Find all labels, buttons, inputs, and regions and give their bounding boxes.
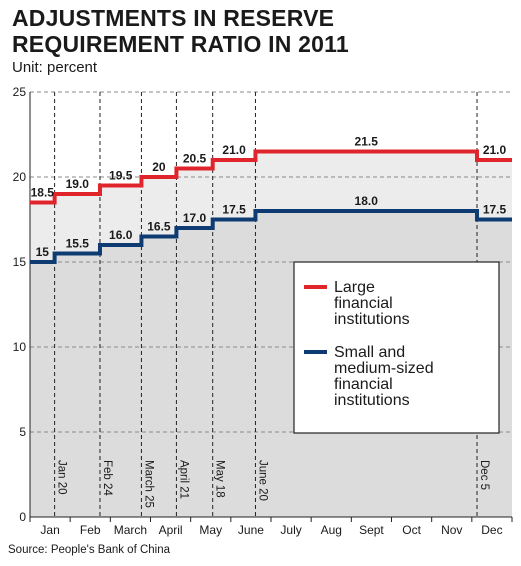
large-data-label: 19.0 bbox=[66, 177, 90, 191]
adjustment-date-label: Jan 20 bbox=[56, 460, 68, 495]
x-tick-label: Oct bbox=[402, 523, 421, 537]
y-tick-label: 25 bbox=[13, 85, 27, 99]
small-data-label: 15.5 bbox=[66, 237, 90, 251]
legend-label-small: medium-sized bbox=[334, 360, 434, 377]
x-tick-label: Sept bbox=[359, 523, 384, 537]
adjustment-date-label: March 25 bbox=[142, 460, 154, 508]
x-tick-label: June bbox=[238, 523, 264, 537]
legend-label-large: financial bbox=[334, 295, 393, 312]
area-between-series bbox=[30, 151, 512, 262]
y-tick-label: 15 bbox=[13, 255, 27, 269]
y-tick-label: 10 bbox=[13, 340, 27, 354]
x-tick-label: April bbox=[159, 523, 183, 537]
large-series-line bbox=[30, 149, 512, 205]
legend-label-large: institutions bbox=[334, 311, 410, 328]
chart-title-line-1: ADJUSTMENTS IN RESERVE bbox=[12, 5, 335, 31]
y-tick-label: 0 bbox=[19, 510, 26, 524]
legend-label-small: financial bbox=[334, 376, 393, 393]
small-data-label: 18.0 bbox=[355, 194, 379, 208]
x-tick-label: March bbox=[114, 523, 147, 537]
x-tick-label: Jan bbox=[40, 523, 59, 537]
x-tick-label: May bbox=[199, 523, 222, 537]
large-data-label: 21.0 bbox=[222, 143, 246, 157]
small-data-label: 17.5 bbox=[222, 203, 246, 217]
legend-box bbox=[293, 261, 500, 434]
x-tick-label: July bbox=[280, 523, 301, 537]
small-data-label: 15 bbox=[36, 245, 50, 259]
source-note: Source: People's Bank of China bbox=[8, 544, 171, 556]
small-data-label: 16.0 bbox=[109, 228, 133, 242]
legend-label-small: Small and bbox=[334, 344, 405, 361]
large-data-label: 18.5 bbox=[31, 186, 55, 200]
adjustment-date-label: June 20 bbox=[256, 460, 268, 501]
large-data-label: 21.0 bbox=[483, 143, 507, 157]
small-series-line bbox=[30, 209, 512, 264]
legend-label-small: institutions bbox=[334, 392, 410, 409]
x-tick-label: Aug bbox=[321, 523, 342, 537]
large-data-label: 21.5 bbox=[355, 135, 379, 149]
chart-subtitle: Unit: percent bbox=[12, 59, 98, 76]
large-data-label: 19.5 bbox=[109, 169, 133, 183]
large-data-label: 20.5 bbox=[183, 152, 207, 166]
legend-label-large: Large bbox=[334, 279, 375, 296]
adjustment-date-label: April 21 bbox=[177, 460, 189, 499]
y-tick-label: 5 bbox=[19, 425, 26, 439]
y-tick-label: 20 bbox=[13, 170, 27, 184]
adjustment-date-label: Feb 24 bbox=[101, 460, 113, 496]
large-data-label: 20 bbox=[152, 160, 166, 174]
x-tick-label: Nov bbox=[441, 523, 462, 537]
adjustment-date-label: May 18 bbox=[214, 460, 226, 498]
chart-title-line-2: REQUIREMENT RATIO IN 2011 bbox=[12, 31, 349, 57]
x-tick-label: Dec bbox=[481, 523, 502, 537]
small-data-label: 17.0 bbox=[183, 211, 207, 225]
chart-title: ADJUSTMENTS IN RESERVE REQUIREMENT RATIO… bbox=[12, 5, 512, 57]
small-data-label: 17.5 bbox=[483, 203, 507, 217]
adjustment-date-label: Dec 5 bbox=[478, 460, 490, 490]
x-tick-label: Feb bbox=[80, 523, 101, 537]
small-data-label: 16.5 bbox=[147, 220, 171, 234]
